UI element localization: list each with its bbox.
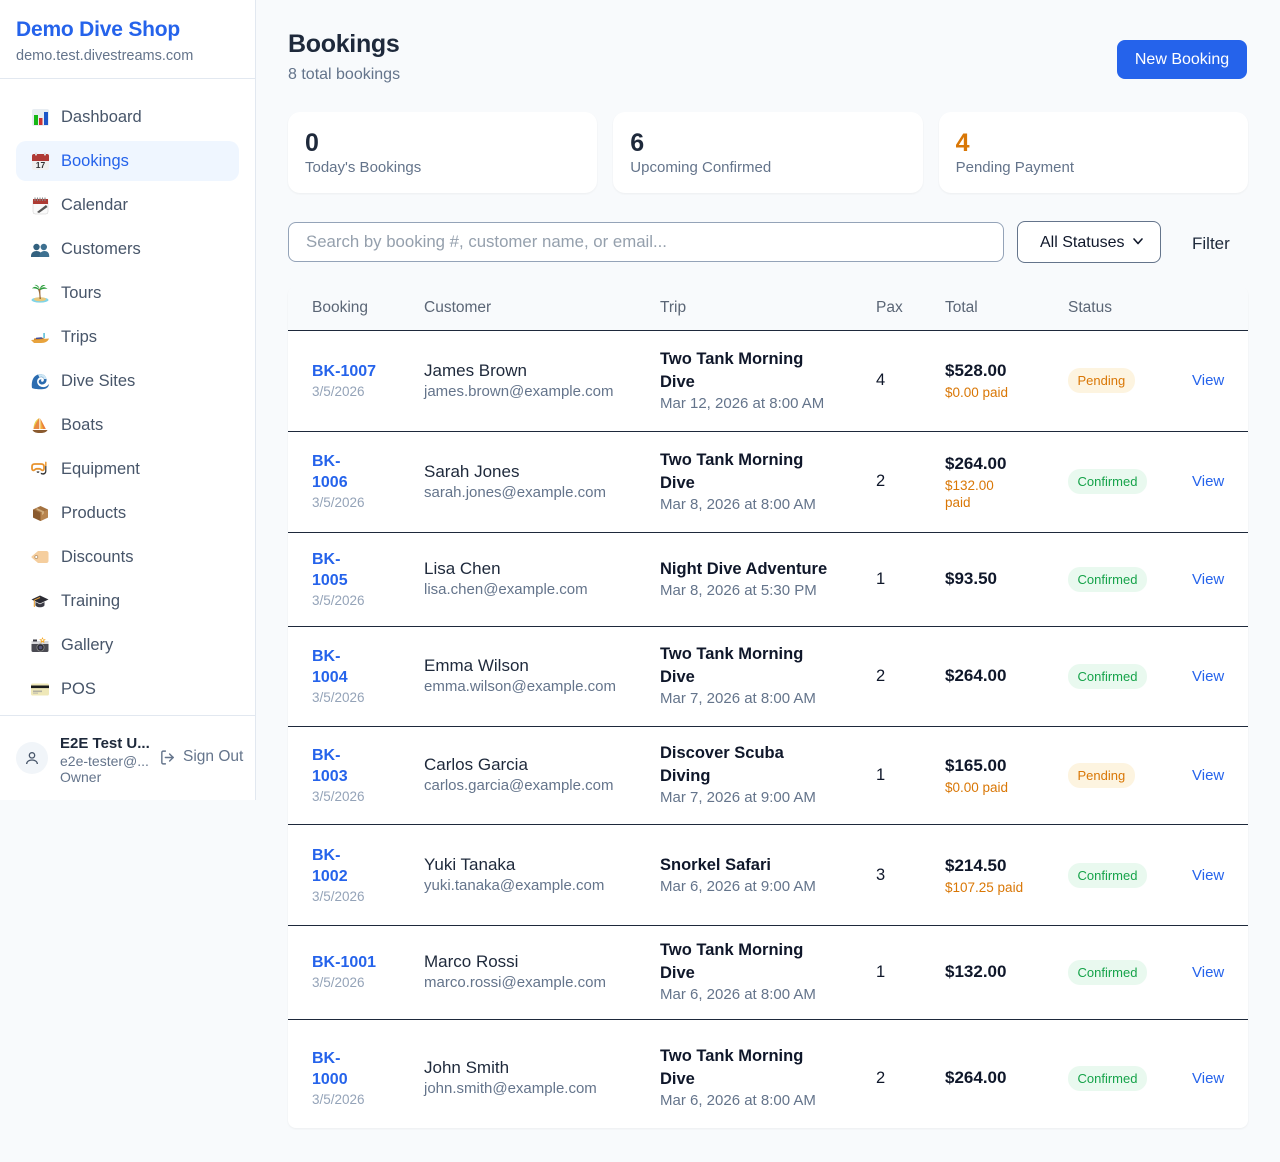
svg-text:17: 17 [35,160,45,170]
